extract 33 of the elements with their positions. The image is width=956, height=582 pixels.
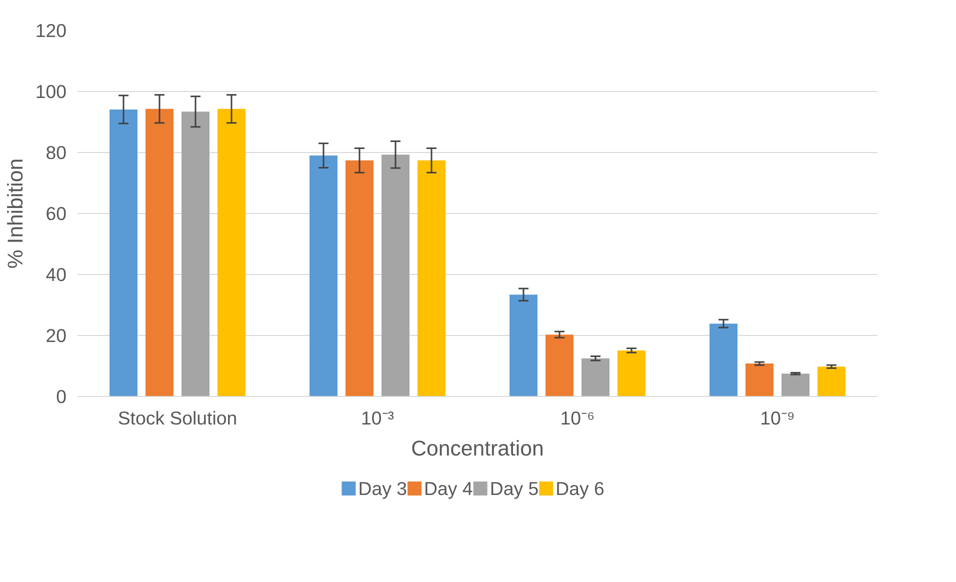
y-tick-label: 120 [35, 20, 67, 41]
x-tick-label: Stock Solution [118, 408, 238, 428]
bar [218, 108, 246, 396]
bar [546, 334, 574, 396]
bar [310, 156, 338, 396]
x-tick-label: 10⁻⁶ [560, 408, 595, 428]
bar [582, 358, 610, 396]
legend-label: Day 5 [490, 478, 539, 499]
y-tick-label: 20 [46, 325, 67, 346]
y-tick-label: 60 [46, 203, 67, 224]
bar [746, 364, 774, 396]
y-tick-label: 40 [46, 264, 67, 285]
bar [418, 160, 446, 396]
bar [818, 366, 846, 396]
legend-label: Day 3 [358, 478, 407, 499]
x-tick-label: 10⁻³ [361, 408, 394, 428]
y-axis-title: % Inhibition [3, 158, 28, 269]
y-tick-label: 0 [56, 386, 67, 407]
legend-label: Day 6 [556, 478, 604, 499]
y-tick-label: 100 [35, 81, 67, 102]
bar [710, 324, 738, 396]
x-axis-title: Concentration [411, 436, 544, 460]
bar [346, 160, 374, 396]
bar [146, 108, 174, 396]
bar [382, 154, 410, 396]
bar [510, 294, 538, 396]
bar [782, 374, 810, 396]
bar [182, 112, 210, 396]
legend-label: Day 4 [424, 478, 473, 499]
x-tick-label: 10⁻⁹ [760, 408, 795, 428]
bar [110, 109, 138, 396]
y-tick-label: 80 [46, 142, 67, 163]
bar [618, 350, 646, 396]
